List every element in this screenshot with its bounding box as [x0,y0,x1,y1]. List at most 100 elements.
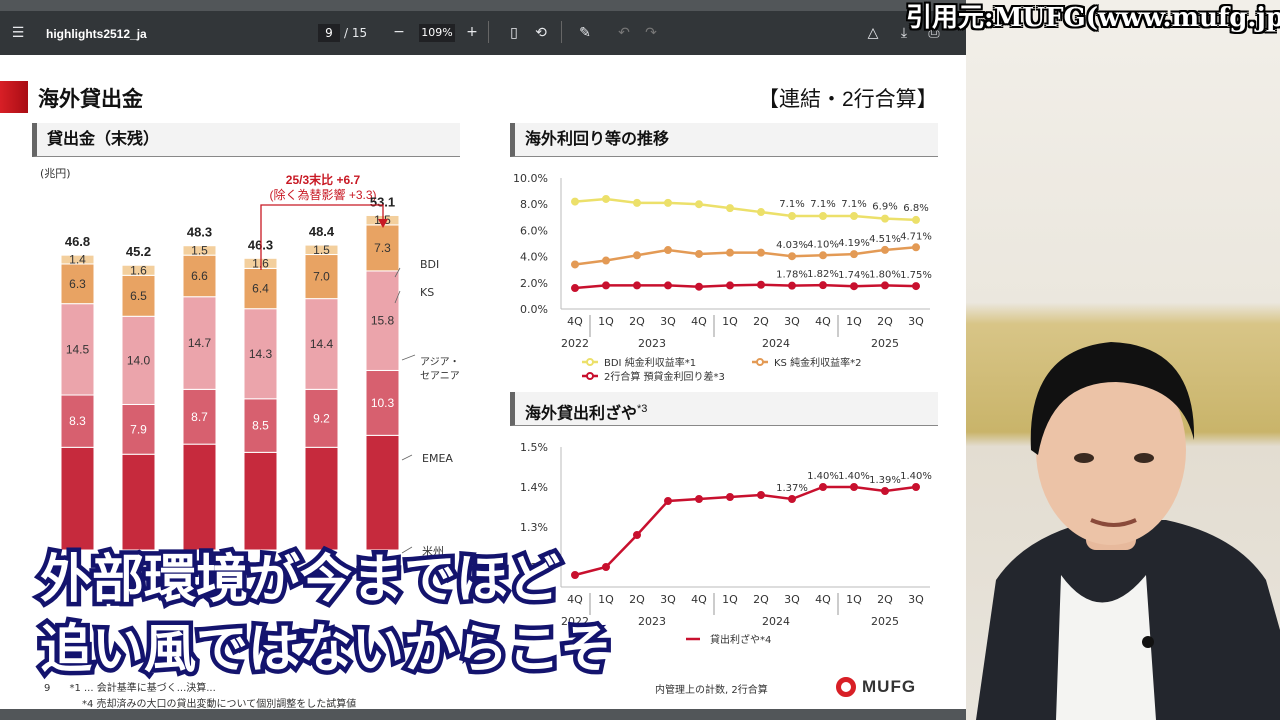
fit-page-icon[interactable]: ▯ [510,25,518,41]
x-tick-label: 3Q [908,593,924,606]
data-label: 1.37% [776,483,808,494]
print-icon[interactable]: ⎙ [928,25,940,41]
x-tick-label: 1Q [598,315,614,328]
loan-balance-bar-chart: 8.3 14.5 6.3 1.4 46.8 7.9 14.0 6.5 1.6 45.2 8.7 14.… [60,194,460,558]
slide-scope: 【連結・2行合算】 [758,88,938,111]
legend-leader [401,454,413,461]
presenter-person [976,342,1280,720]
year-label: 2023 [638,615,666,628]
y-tick-label: 4.0% [520,251,548,264]
callout-sub: (除く為替影響 +3.3) [269,188,377,202]
drive-save-icon[interactable]: △ [867,25,879,41]
hamburger-menu-icon[interactable]: ☰ [11,25,25,41]
data-label: 1.39% [869,475,901,486]
zoom-out-button[interactable]: − [393,24,405,40]
series-point [695,249,703,258]
bar-value-label: 6.4 [252,282,269,296]
bar-segment [60,394,95,448]
page-total: / 15 [344,26,368,40]
year-label: 2022 [561,337,589,350]
pdf-toolbar: ☰ highlights2512_ja 9 / 15 − 109% + ▯ ⟲ … [0,11,966,55]
series-point [602,194,610,203]
series-point [819,211,827,220]
series-point [571,260,579,269]
legend-label: BDI 純金利収益率*1 [604,356,696,369]
callout-bracket [260,204,384,270]
series-point [602,563,610,571]
data-label: 7.1% [841,199,866,210]
zoom-level-input[interactable]: 109% [419,24,455,42]
viewer-bottom-strip [0,709,966,720]
document-title: highlights2512_ja [46,27,147,41]
series-point [819,251,827,260]
series-point [695,282,703,291]
rotate-icon[interactable]: ⟲ [535,25,547,41]
year-label: 2022 [561,615,589,628]
series-point [819,483,827,491]
bar-segment [243,398,278,453]
zoom-in-button[interactable]: + [466,24,478,40]
series-point [850,211,858,220]
series-line [574,485,917,577]
bar-value-label: 7.0 [313,270,330,284]
bar-segment [121,453,156,551]
legend-marker [756,358,764,366]
x-tick-label: 4Q [691,315,707,328]
y-tick-label: 8.0% [520,198,548,211]
y-tick-label: 1.2% [520,561,548,574]
series-line [574,197,917,222]
bar-total-label: 48.3 [187,225,212,240]
bar-segment [304,254,339,300]
series-point [788,211,796,220]
series-point [788,281,796,290]
series-point [881,281,889,290]
bar-segment [121,315,156,405]
bar-value-label: 1.5 [191,243,208,257]
page-number-input[interactable]: 9 [318,24,340,42]
series-point [726,204,734,213]
redo-icon[interactable]: ↷ [645,25,657,41]
legend-label: 2行合算 預貸金利回り差*3 [604,370,725,383]
bar-value-label: 8.7 [191,410,208,424]
bar-segment [182,443,217,551]
bar-total-label: 53.1 [370,194,395,209]
bar-value-label: 14.3 [249,347,273,361]
bar-segment [60,263,95,305]
legend-emea: EMEA [422,452,453,465]
bar-segment [304,446,339,551]
x-tick-label: 2Q [629,593,645,606]
bar-segment [182,245,217,256]
x-tick-label: 2Q [877,315,893,328]
bar-segment [304,388,339,448]
download-icon[interactable]: ⤓ [900,25,908,41]
data-label: 4.19% [838,238,870,249]
legend-marker [586,358,594,366]
series-point [850,282,858,291]
legend-leader [401,546,413,554]
bar-total-label: 46.8 [65,234,90,249]
bar-value-label: 15.8 [371,314,395,328]
series-point [819,281,827,290]
series-point [695,200,703,209]
bar-value-label: 6.3 [69,277,86,291]
x-tick-label: 2Q [753,315,769,328]
series-point [881,214,889,223]
series-point [695,495,703,503]
legend-marker [586,372,594,380]
x-tick-label: 4Q [567,593,583,606]
year-label: 2024 [762,615,790,628]
legend-leader [401,354,416,361]
x-tick-label: 4Q [691,593,707,606]
bar-value-label: 8.5 [252,419,269,433]
legend-asia: アジア・セアニア [420,357,460,382]
bar-value-label: 14.5 [66,342,90,356]
series-point [757,491,765,499]
series-point [633,531,641,539]
bar-value-label: 9.2 [313,411,330,425]
data-label: 6.9% [872,202,897,213]
data-label: 1.82% [807,269,839,280]
x-tick-label: 1Q [846,593,862,606]
undo-icon[interactable]: ↶ [618,25,630,41]
bar-value-label: 1.4 [69,253,86,267]
annotate-pen-icon[interactable]: ✎ [579,25,591,41]
